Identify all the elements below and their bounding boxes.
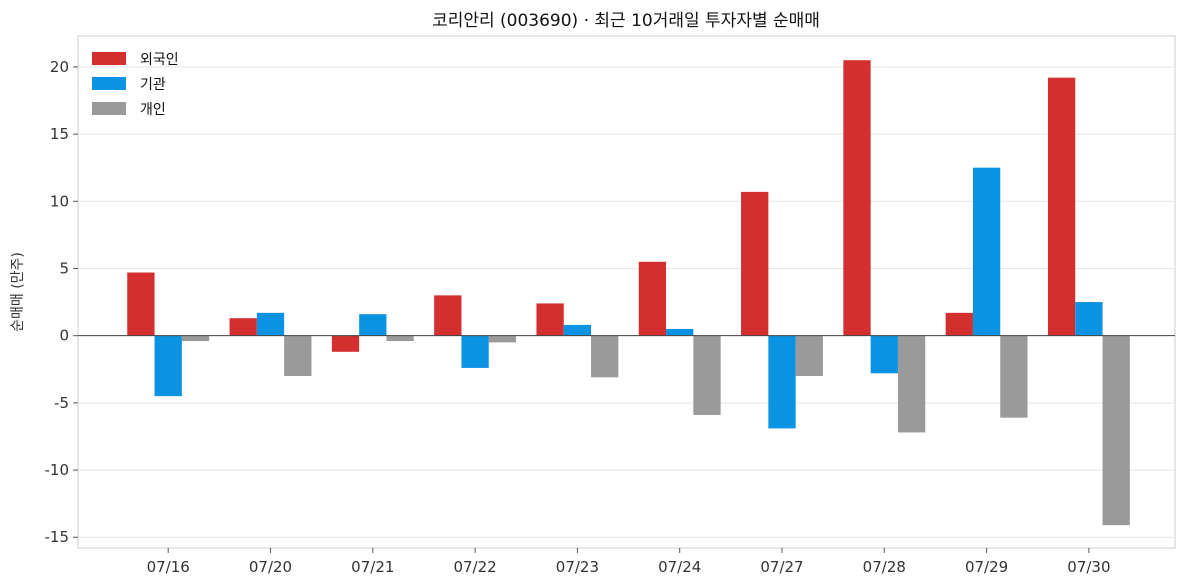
y-tick-label: -10 bbox=[45, 461, 70, 479]
bar-individual-6 bbox=[795, 335, 823, 376]
bar-institution-8 bbox=[972, 167, 1001, 336]
bar-foreign-7 bbox=[843, 60, 871, 336]
y-tick-label: 5 bbox=[59, 259, 69, 277]
bar-individual-3 bbox=[488, 335, 517, 343]
bars bbox=[127, 60, 1130, 526]
bar-foreign-5 bbox=[638, 261, 667, 336]
y-tick-label: 15 bbox=[50, 125, 69, 143]
chart-title: 코리안리 (003690) · 최근 10거래일 투자자별 순매매 bbox=[432, 11, 820, 31]
bar-institution-9 bbox=[1075, 302, 1103, 336]
bar-foreign-9 bbox=[1047, 77, 1076, 336]
legend-label-2: 개인 bbox=[140, 102, 166, 118]
bar-foreign-6 bbox=[741, 191, 769, 336]
y-tick-label: 0 bbox=[59, 327, 69, 345]
x-tick-label: 07/23 bbox=[556, 558, 599, 576]
bar-foreign-3 bbox=[434, 295, 462, 336]
bar-foreign-0 bbox=[127, 272, 155, 336]
bar-institution-2 bbox=[359, 314, 387, 336]
x-axis-ticks: 07/16 07/20 07/21 07/22 07/23 07/24 07/27 07/28… bbox=[147, 548, 1111, 576]
bar-institution-0 bbox=[154, 335, 182, 397]
plot-area bbox=[77, 35, 1176, 549]
bar-individual-9 bbox=[1102, 335, 1130, 526]
x-tick-label: 07/27 bbox=[760, 558, 803, 576]
bar-individual-0 bbox=[181, 335, 210, 342]
bar-institution-6 bbox=[768, 335, 796, 429]
bar-institution-7 bbox=[870, 335, 898, 374]
y-tick-label: -5 bbox=[54, 394, 69, 412]
x-tick-label: 07/22 bbox=[453, 558, 496, 576]
bar-individual-1 bbox=[284, 335, 312, 376]
x-tick-label: 07/24 bbox=[658, 558, 701, 576]
x-tick-label: 07/28 bbox=[863, 558, 906, 576]
y-tick-label: -15 bbox=[45, 528, 70, 546]
x-tick-label: 07/16 bbox=[147, 558, 190, 576]
legend-label-0: 외국인 bbox=[140, 52, 179, 68]
bar-individual-2 bbox=[386, 335, 414, 342]
bar-individual-4 bbox=[591, 335, 619, 378]
bar-individual-7 bbox=[897, 335, 926, 433]
x-tick-label: 07/20 bbox=[249, 558, 292, 576]
bar-foreign-1 bbox=[229, 318, 257, 336]
bar-foreign-4 bbox=[536, 303, 564, 336]
y-tick-label: 20 bbox=[50, 58, 69, 76]
y-axis-label: 순매매 (만주) bbox=[10, 252, 26, 332]
bar-institution-1 bbox=[256, 312, 285, 336]
bar-individual-5 bbox=[693, 335, 721, 415]
bar-foreign-2 bbox=[331, 335, 360, 352]
legend-label-1: 기관 bbox=[140, 77, 166, 93]
bar-institution-4 bbox=[563, 324, 592, 336]
legend-swatch-2 bbox=[92, 102, 126, 115]
x-tick-label: 07/21 bbox=[351, 558, 394, 576]
bar-institution-5 bbox=[666, 328, 694, 336]
bar-individual-8 bbox=[1000, 335, 1028, 418]
bar-institution-3 bbox=[461, 335, 489, 368]
bar-foreign-8 bbox=[945, 312, 973, 336]
y-axis-ticks: -15 -10 -5 0 5 10 15 20 bbox=[45, 58, 78, 546]
legend-swatch-0 bbox=[92, 52, 126, 65]
x-tick-label: 07/29 bbox=[965, 558, 1008, 576]
legend-swatch-1 bbox=[92, 77, 126, 90]
x-tick-label: 07/30 bbox=[1067, 558, 1110, 576]
y-tick-label: 10 bbox=[50, 192, 69, 210]
